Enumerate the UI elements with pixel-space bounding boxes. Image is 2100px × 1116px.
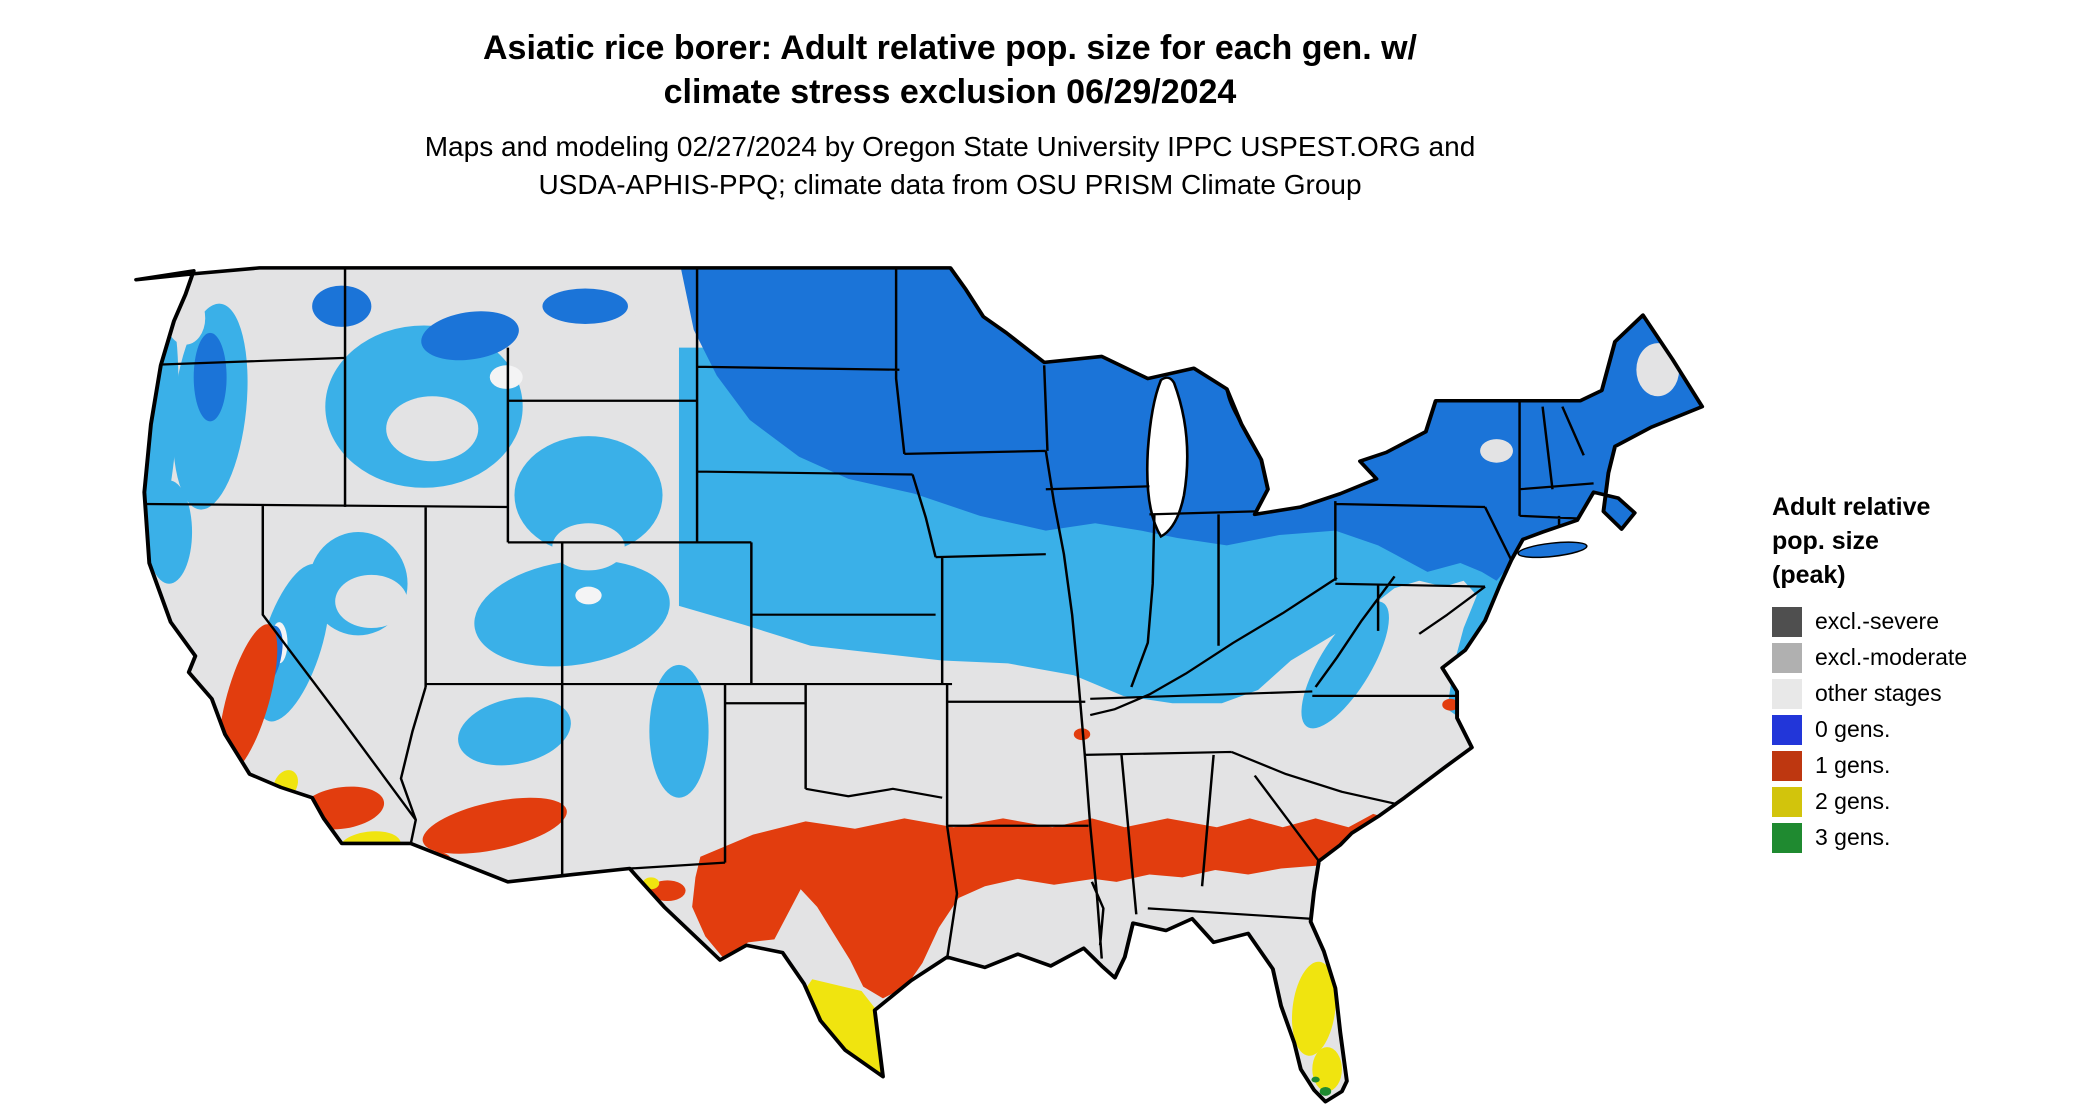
legend-swatch-2-gens (1772, 786, 1802, 817)
region-0gens-light-wyoming (514, 436, 663, 555)
legend-item-excl-moderate: excl.-moderate (1772, 642, 2082, 673)
legend-title-line2: pop. size (1772, 527, 1879, 555)
patch-gray-idaho (386, 396, 479, 462)
legend-swatch-0-gens (1772, 714, 1802, 745)
long-island (1517, 541, 1588, 559)
region-2gens-yuma (422, 864, 466, 885)
patch-gray-montana (514, 310, 679, 400)
region-0gens-light-utco (474, 560, 670, 667)
legend-label-other-stages: other stages (1815, 680, 1942, 706)
map-title-line1: Asiatic rice borer: Adult relative pop. … (483, 29, 1417, 67)
legend-swatch-excl-severe (1772, 606, 1802, 637)
map-subtitle: Maps and modeling 02/27/2024 by Oregon S… (0, 128, 1900, 204)
legend: Adult relative pop. size (peak) excl.-se… (1772, 490, 2082, 858)
region-0gens-dark-nwmt (421, 311, 519, 361)
region-1gens-swaz (412, 850, 452, 872)
region-0gens-dark-nmt (542, 288, 628, 324)
title-block: Asiatic rice borer: Adult relative pop. … (0, 26, 1900, 204)
region-3gens-fltip2 (1311, 1076, 1320, 1083)
region-1gens-arizona (422, 797, 567, 854)
legend-item-other-stages: other stages (1772, 678, 2082, 709)
legend-swatch-3-gens (1772, 822, 1802, 853)
legend-label-excl-severe: excl.-severe (1815, 608, 1939, 634)
patch-gray-puget (165, 291, 206, 345)
patch-light-colorado (575, 586, 602, 605)
region-2gens-sflorida (1312, 1047, 1342, 1092)
region-1gens-cavalley (218, 624, 278, 774)
patch-gray-wyoming (552, 523, 625, 571)
legend-item-3-gens: 3 gens. (1772, 822, 2082, 853)
us-outline (134, 266, 1705, 1104)
region-0gens-light-klamath (145, 480, 193, 584)
map-subtitle-line1: Maps and modeling 02/27/2024 by Oregon S… (424, 131, 1476, 162)
legend-title-line1: Adult relative (1772, 493, 1931, 521)
legend-label-0-gens: 0 gens. (1815, 716, 1891, 742)
region-1gens-band (692, 747, 1486, 999)
region-2gens-stexas (803, 979, 885, 1077)
region-0gens-light-sierra (255, 564, 330, 722)
us-map (134, 266, 1705, 1104)
legend-swatch-excl-moderate (1772, 642, 1802, 673)
patch-light-rockies (489, 365, 523, 389)
legend-label-1-gens: 1 gens. (1815, 752, 1891, 778)
region-0gens-dark-ncascades (312, 285, 372, 327)
legend-item-2-gens: 2 gens. (1772, 786, 2082, 817)
region-1gens-snm2 (616, 883, 643, 899)
legend-title-line3: (peak) (1772, 561, 1846, 589)
region-0gens-dark-cascadecrest (193, 332, 227, 422)
state-borders (141, 267, 1594, 959)
region-3gens-fltip1 (1319, 1086, 1332, 1096)
region-1gens-tidewater (1442, 698, 1459, 711)
map-subtitle-line2: USDA-APHIS-PPQ; climate data from OSU PR… (538, 169, 1362, 200)
region-0gens-light-nnm (649, 664, 709, 798)
legend-item-1-gens: 1 gens. (1772, 750, 2082, 781)
us-map-container (95, 200, 1740, 1115)
map-title-line2: climate stress exclusion 06/29/2024 (663, 73, 1237, 111)
legend-swatch-1-gens (1772, 750, 1802, 781)
patch-gray-maine (1636, 343, 1680, 397)
legend-label-3-gens: 3 gens. (1815, 824, 1891, 850)
legend-label-excl-moderate: excl.-moderate (1815, 644, 1968, 670)
legend-item-excl-severe: excl.-severe (1772, 606, 2082, 637)
legend-item-0-gens: 0 gens. (1772, 714, 2082, 745)
legend-title: Adult relative pop. size (peak) (1772, 490, 2082, 592)
patch-gray-nevada (335, 574, 408, 628)
region-2gens-cflorida (1291, 961, 1336, 1056)
patch-gray-adirondack (1480, 439, 1513, 463)
legend-label-2-gens: 2 gens. (1815, 788, 1891, 814)
region-0gens-light-naz (458, 697, 571, 766)
legend-swatch-other-stages (1772, 678, 1802, 709)
